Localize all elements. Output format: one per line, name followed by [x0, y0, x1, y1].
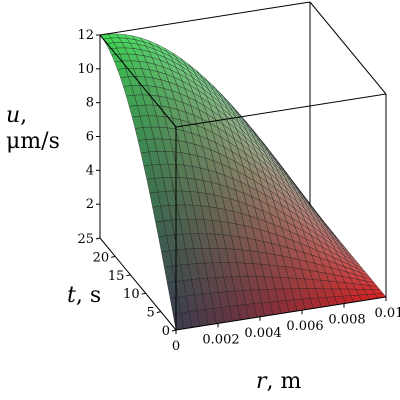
- r-tick-label: 0.004: [244, 326, 281, 341]
- r-tick-label: 0: [172, 339, 180, 354]
- surface-mesh: [99, 33, 387, 331]
- u-tick-label: 2: [86, 197, 94, 212]
- t-tick-label: 5: [147, 306, 155, 321]
- r-tick-label: 0.002: [202, 332, 239, 347]
- t-tick-label: 0: [162, 324, 170, 339]
- u-axis-unit: μm/s: [6, 129, 60, 154]
- u-tick-label: 10: [77, 62, 94, 77]
- box-edge: [99, 237, 177, 331]
- r-tick-label: 0.008: [328, 313, 365, 328]
- u-axis-label: u,: [6, 103, 27, 128]
- box-edge: [99, 1, 311, 36]
- tick-mark: [141, 292, 146, 295]
- tick-mark: [95, 237, 101, 240]
- box-edge: [309, 1, 387, 95]
- tick-mark: [156, 311, 161, 314]
- t-tick-label: 25: [77, 232, 94, 247]
- r-tick-label: 0.006: [286, 319, 323, 334]
- r-tick-label: 0.01: [375, 306, 400, 321]
- t-tick-label: 15: [108, 269, 125, 284]
- tick-mark: [171, 329, 177, 332]
- tick-mark: [111, 255, 116, 258]
- r-axis-label: r, m: [256, 369, 302, 394]
- u-tick-label: 6: [86, 130, 94, 145]
- box-edge: [175, 93, 387, 128]
- tick-mark: [126, 274, 131, 277]
- t-tick-label: 20: [93, 250, 110, 265]
- u-tick-label: 8: [86, 96, 94, 111]
- u-tick-label: 12: [77, 28, 94, 43]
- u-tick-label: 4: [86, 163, 94, 178]
- box-edge: [99, 34, 177, 128]
- t-tick-label: 10: [123, 287, 140, 302]
- t-axis-label: t, s: [67, 283, 101, 308]
- box-edge: [175, 296, 387, 331]
